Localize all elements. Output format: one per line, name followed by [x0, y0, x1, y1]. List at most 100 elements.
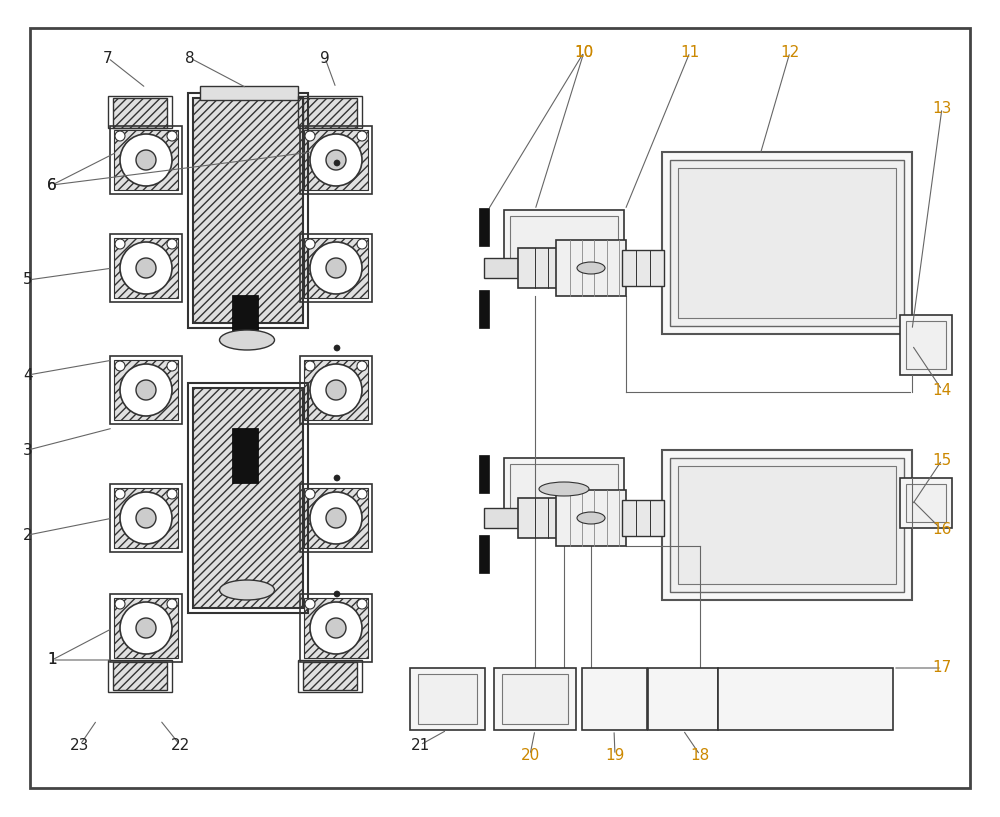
Circle shape [310, 364, 362, 416]
Circle shape [334, 345, 340, 351]
Bar [662, 152, 912, 334]
Bar [510, 464, 618, 514]
Circle shape [305, 131, 315, 141]
Circle shape [167, 489, 177, 499]
Circle shape [136, 150, 156, 170]
Circle shape [136, 380, 156, 400]
Circle shape [167, 361, 177, 371]
Circle shape [326, 380, 346, 400]
Circle shape [305, 239, 315, 249]
Text: 6: 6 [47, 177, 57, 193]
Circle shape [326, 150, 346, 170]
Circle shape [120, 364, 172, 416]
Bar [410, 668, 485, 730]
Bar [622, 500, 664, 536]
Text: 20: 20 [520, 748, 540, 762]
Text: 13: 13 [932, 100, 952, 115]
Bar [518, 248, 558, 288]
Bar [900, 478, 952, 528]
Circle shape [115, 131, 125, 141]
Bar [479, 535, 489, 573]
Circle shape [357, 599, 367, 609]
Text: 18: 18 [690, 748, 710, 762]
Bar [300, 234, 372, 302]
Ellipse shape [220, 580, 274, 600]
Circle shape [334, 475, 340, 481]
Ellipse shape [577, 512, 605, 524]
Bar [504, 210, 624, 268]
Circle shape [326, 258, 346, 278]
Bar [92, 75, 484, 693]
Text: 17: 17 [932, 660, 952, 676]
Bar [298, 660, 362, 692]
Bar [518, 498, 558, 538]
Circle shape [115, 489, 125, 499]
Bar [188, 93, 308, 328]
Text: 2: 2 [23, 528, 33, 542]
Circle shape [310, 492, 362, 544]
Circle shape [305, 599, 315, 609]
Text: 1: 1 [47, 653, 57, 667]
Bar [645, 75, 965, 687]
Circle shape [334, 591, 340, 597]
Bar [479, 208, 489, 246]
Circle shape [136, 258, 156, 278]
Bar [108, 660, 172, 692]
Circle shape [115, 361, 125, 371]
Text: 14: 14 [932, 382, 952, 398]
Bar [188, 383, 308, 613]
Bar [300, 484, 372, 552]
Circle shape [326, 508, 346, 528]
Bar [100, 258, 390, 278]
Bar [300, 126, 372, 194]
Bar [502, 674, 568, 724]
Circle shape [357, 489, 367, 499]
Bar [114, 130, 178, 190]
Text: 22: 22 [170, 738, 190, 752]
Circle shape [167, 599, 177, 609]
Ellipse shape [220, 330, 274, 350]
Bar [114, 238, 178, 298]
Bar [906, 484, 946, 522]
Bar [556, 490, 626, 546]
Circle shape [136, 508, 156, 528]
Bar [304, 488, 368, 548]
Bar [113, 98, 167, 128]
Bar [484, 508, 519, 528]
Text: 9: 9 [320, 51, 330, 65]
Text: 11: 11 [680, 44, 700, 60]
Bar [582, 668, 647, 730]
Bar [718, 668, 893, 730]
Text: 8: 8 [185, 51, 195, 65]
Circle shape [305, 489, 315, 499]
Bar [556, 240, 626, 296]
Circle shape [357, 239, 367, 249]
Bar [678, 168, 896, 318]
Ellipse shape [577, 262, 605, 274]
Bar [110, 356, 182, 424]
Bar [670, 160, 904, 326]
Bar [670, 458, 904, 592]
Bar [114, 360, 178, 420]
Text: 6: 6 [47, 177, 57, 193]
Bar [304, 130, 368, 190]
Circle shape [120, 242, 172, 294]
Text: 10: 10 [574, 44, 594, 60]
Bar [113, 662, 167, 690]
Circle shape [120, 134, 172, 186]
Circle shape [334, 160, 340, 166]
Text: 3: 3 [23, 443, 33, 458]
Circle shape [167, 131, 177, 141]
Bar [232, 428, 258, 483]
Bar [906, 321, 946, 369]
Circle shape [120, 492, 172, 544]
Text: 16: 16 [932, 523, 952, 538]
Bar [900, 315, 952, 375]
Text: 15: 15 [932, 453, 952, 467]
Circle shape [136, 618, 156, 638]
Bar [494, 668, 576, 730]
Text: 21: 21 [410, 738, 430, 752]
Circle shape [305, 361, 315, 371]
Bar [300, 356, 372, 424]
Bar [510, 216, 618, 262]
